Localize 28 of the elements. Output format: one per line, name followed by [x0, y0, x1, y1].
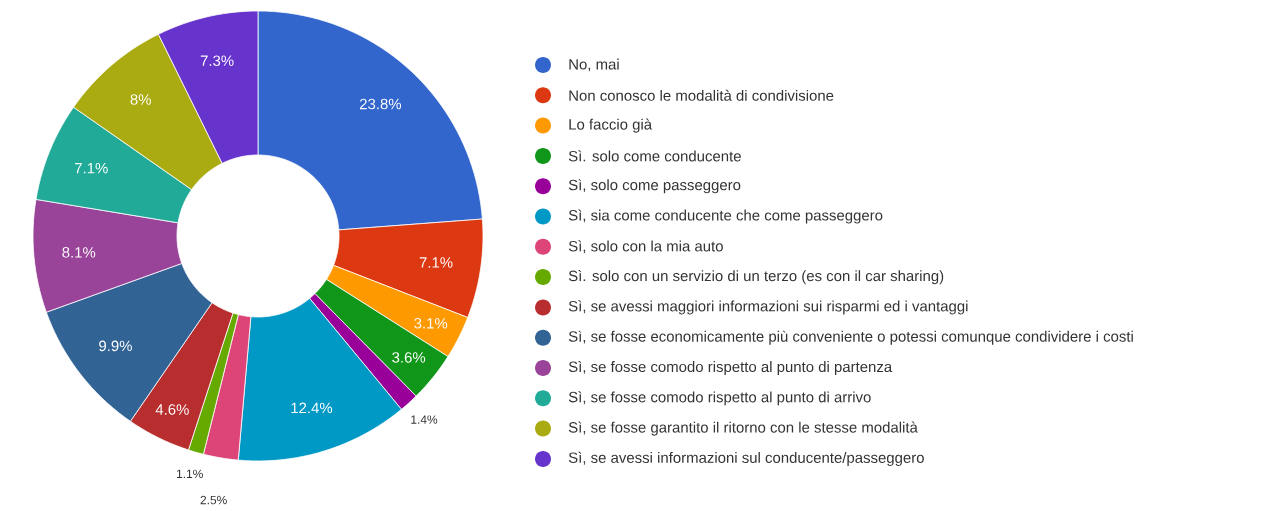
data-label: 8% — [130, 94, 151, 105]
data-label: 1.1% — [176, 469, 203, 479]
legend-label: Sì, se fosse comodo rispetto al punto di arrivo — [568, 391, 871, 406]
legend-label: Sì, se fosse garantito il ritorno con le stesse modalità — [568, 421, 918, 436]
data-label: 2.5% — [200, 495, 227, 505]
data-label: 23.8% — [359, 98, 402, 110]
data-label: 9.9% — [99, 340, 132, 352]
legend-label: Sì. solo con un servizio di un terzo (es con il car sharing) — [568, 270, 944, 285]
data-label: 3.6% — [392, 352, 426, 363]
legend-label: Lo faccio già — [569, 118, 653, 133]
data-label: 7.1% — [75, 162, 108, 174]
legend-label: Sì, solo come passeggero — [568, 179, 741, 194]
data-label: 12.4% — [291, 402, 333, 414]
data-label: 7.1% — [419, 257, 453, 268]
legend-label: Sì, se avessi informazioni sul conducente/passeggero — [568, 451, 924, 466]
legend-label: Non conosco le modalità di condivisione — [569, 89, 834, 101]
legend-label: Sì, se avessi maggiori informazioni sui risparmi ed i vantaggi — [568, 300, 968, 315]
legend-label: Sì, se fosse economicamente più conveniente o potessi comunque condividere i costi — [568, 330, 1133, 345]
legend-label: Sì, se fosse comodo rispetto al punto di partenza — [568, 360, 893, 376]
legend-label: Sì. solo come conducente — [568, 150, 741, 162]
data-label: 7.3% — [200, 55, 234, 66]
data-label: 4.6% — [155, 404, 189, 415]
data-label: 1.4% — [411, 415, 438, 424]
data-label: 8.1% — [62, 247, 96, 258]
data-label: 3.1% — [414, 318, 448, 329]
legend-label: No, mai — [569, 58, 619, 72]
legend-label: Sì, solo con la mia auto — [568, 240, 723, 254]
legend-label: Sì, sia come conducente che come passeggero — [568, 209, 883, 224]
